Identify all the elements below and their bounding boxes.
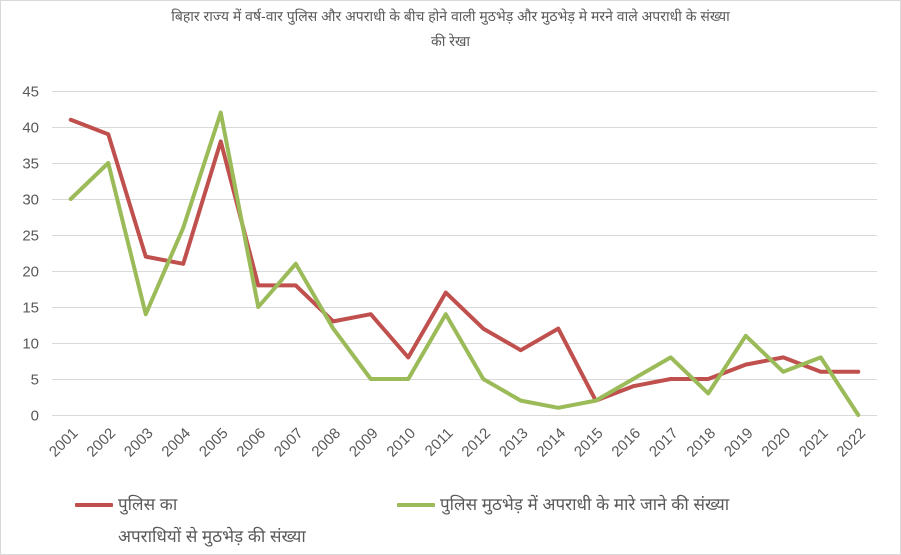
data-point (331, 319, 336, 324)
data-point (481, 326, 486, 331)
x-tick-label: 2019 (721, 425, 757, 461)
data-point (68, 118, 73, 122)
y-tick-label: 20 (22, 264, 39, 281)
gridlines (52, 91, 877, 416)
series-line (68, 110, 861, 417)
x-tick-label: 2018 (683, 425, 719, 461)
legend-label-criminals-killed: पुलिस मुठभेड़ में अपराधी के मारे जाने की… (440, 495, 730, 514)
y-tick-label: 40 (22, 120, 39, 137)
data-point (368, 377, 373, 381)
x-tick-label: 2006 (233, 425, 269, 461)
data-point (143, 312, 148, 317)
chart-title: बिहार राज्य में वर्ष-वार पुलिस और अपराधी… (171, 8, 730, 49)
y-tick-label: 0 (31, 408, 39, 425)
x-tick-label: 2009 (346, 425, 382, 461)
legend-swatch-encounters (75, 503, 113, 507)
data-point (331, 326, 336, 331)
series-2 (68, 110, 861, 417)
data-point (518, 398, 523, 403)
legend-swatch-criminals-killed (397, 503, 435, 507)
y-tick-label: 30 (22, 192, 39, 209)
data-point (443, 290, 448, 295)
x-tick-label: 2011 (422, 425, 457, 460)
data-point (631, 384, 636, 389)
data-point (218, 110, 223, 115)
data-point (856, 413, 861, 417)
data-point (668, 355, 673, 360)
data-point (518, 348, 523, 353)
data-point (293, 283, 298, 288)
legend-item-encounters: पुलिस का अपराधियों से मुठभेड़ की संख्या (75, 489, 390, 553)
data-point (106, 132, 111, 136)
y-axis-tick-labels: 0 5 10 15 20 25 30 35 40 45 (22, 84, 39, 425)
data-point (706, 391, 711, 396)
data-point (218, 139, 223, 144)
x-tick-label: 2001 (46, 425, 82, 461)
y-tick-label: 25 (22, 228, 39, 245)
data-point (143, 254, 148, 259)
x-tick-label: 2021 (796, 425, 832, 461)
data-point (781, 355, 786, 360)
legend-item-criminals-killed: पुलिस मुठभेड़ में अपराधी के मारे जाने की… (397, 489, 895, 553)
data-point (856, 370, 861, 374)
x-axis-tick-labels: 2001 2002 2003 2004 2005 2006 2007 2008 2009 2010… (46, 425, 869, 461)
series-1 (68, 117, 861, 403)
y-tick-label: 45 (22, 84, 39, 101)
data-point (181, 262, 186, 266)
data-point (256, 283, 261, 288)
x-tick-label: 2010 (383, 425, 419, 461)
data-point (293, 262, 298, 266)
data-point (743, 362, 748, 367)
x-tick-label: 2008 (308, 425, 344, 461)
data-point (106, 161, 111, 165)
data-point (556, 406, 561, 410)
x-tick-label: 2002 (83, 425, 119, 461)
x-tick-label: 2007 (271, 425, 307, 461)
data-point (556, 326, 561, 331)
data-point (481, 377, 486, 381)
x-tick-label: 2014 (533, 425, 569, 461)
x-tick-label: 2022 (833, 425, 869, 461)
data-point (706, 377, 711, 381)
data-point (256, 305, 261, 309)
data-point (181, 226, 186, 230)
data-point (818, 370, 823, 374)
series-line (68, 117, 861, 403)
data-point (593, 398, 598, 403)
y-tick-label: 5 (31, 372, 39, 389)
data-point (443, 312, 448, 317)
data-point (781, 370, 786, 374)
x-tick-label: 2017 (646, 425, 682, 461)
x-tick-label: 2013 (496, 425, 532, 461)
data-point (818, 355, 823, 360)
x-tick-label: 2016 (608, 425, 644, 461)
data-point (406, 355, 411, 360)
x-tick-label: 2004 (158, 425, 194, 461)
x-tick-label: 2020 (758, 425, 794, 461)
x-tick-label: 2012 (458, 425, 494, 461)
series-lines (68, 110, 861, 417)
x-tick-label: 2005 (196, 425, 232, 461)
data-point (668, 377, 673, 381)
data-point (368, 312, 373, 317)
data-point (68, 197, 73, 201)
data-point (743, 334, 748, 338)
data-point (406, 377, 411, 381)
x-tick-label: 2015 (571, 425, 607, 461)
x-tick-label: 2003 (121, 425, 157, 461)
data-point (631, 377, 636, 381)
legend-label-encounters: पुलिस का अपराधियों से मुठभेड़ की संख्या (118, 495, 306, 546)
y-tick-label: 15 (22, 300, 39, 317)
y-tick-label: 10 (22, 336, 39, 353)
y-tick-label: 35 (22, 156, 39, 173)
